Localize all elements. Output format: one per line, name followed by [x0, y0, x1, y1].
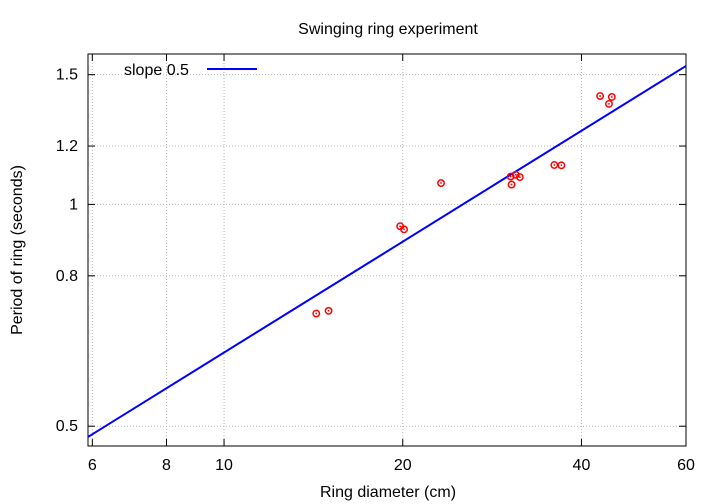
legend-label: slope 0.5 — [124, 62, 189, 79]
x-tick-label: 10 — [215, 457, 233, 474]
x-tick-label: 6 — [88, 457, 97, 474]
data-point — [400, 225, 408, 234]
data-point-center — [610, 96, 613, 98]
data-point-center — [518, 176, 521, 179]
data-point-center — [327, 309, 330, 312]
data-point — [507, 180, 516, 189]
y-tick-label: 0.8 — [56, 268, 78, 285]
data-point — [607, 93, 616, 101]
legend: slope 0.5 — [124, 62, 257, 79]
fit-line — [87, 65, 687, 438]
series-layer — [87, 65, 687, 438]
y-tick-label: 1.5 — [56, 67, 78, 84]
x-tick-label: 20 — [394, 457, 412, 474]
chart-title: Swinging ring experiment — [298, 21, 478, 38]
data-point-center — [608, 102, 610, 105]
data-point — [437, 179, 445, 187]
data-point — [604, 99, 613, 108]
data-point — [596, 92, 605, 100]
data-point-center — [315, 312, 318, 315]
x-tick-label: 8 — [162, 457, 171, 474]
plot-frame — [87, 53, 687, 447]
y-tick-label: 0.5 — [56, 418, 78, 435]
y-tick-label: 1.2 — [56, 138, 78, 155]
x-tick-label: 40 — [573, 457, 591, 474]
data-point — [515, 173, 524, 182]
data-point-center — [440, 182, 442, 184]
y-tick-label: 1 — [69, 196, 78, 213]
data-point-center — [599, 95, 602, 97]
y-axis-label: Period of ring (seconds) — [9, 165, 26, 335]
data-point-center — [403, 228, 405, 231]
data-point-center — [399, 225, 402, 228]
data-point — [557, 161, 566, 170]
data-point-center — [514, 173, 517, 176]
data-point — [324, 306, 333, 315]
data-point-center — [510, 183, 513, 186]
data-point — [506, 172, 515, 181]
data-point-center — [553, 164, 556, 166]
x-tick-label: 60 — [677, 457, 695, 474]
data-point — [312, 309, 321, 318]
x-axis-label: Ring diameter (cm) — [320, 484, 456, 501]
data-point-center — [560, 164, 563, 167]
data-point-center — [509, 175, 512, 178]
